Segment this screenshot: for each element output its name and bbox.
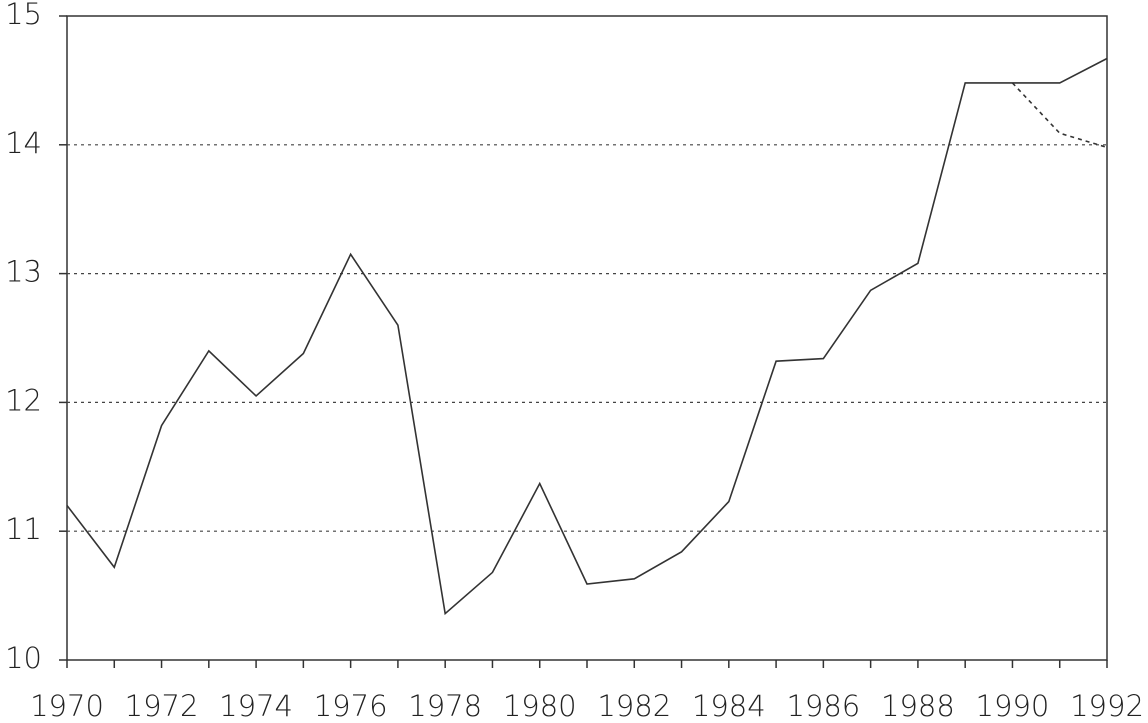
series-line	[66, 57, 1108, 616]
x-tick-label: 1974	[219, 689, 293, 723]
x-tick-label: 1972	[125, 689, 199, 723]
x-tick-label: 1986	[786, 689, 860, 723]
x-tick-label: 1984	[692, 689, 766, 723]
x-tick-label: 1970	[30, 689, 104, 723]
series-line	[1011, 82, 1108, 149]
x-tick-label: 1978	[408, 689, 482, 723]
y-tick-label: 15	[5, 0, 42, 31]
x-tick-label: 1976	[314, 689, 388, 723]
y-tick-label: 11	[5, 512, 42, 546]
x-tick-label: 1992	[1070, 689, 1144, 723]
y-tick-label: 14	[5, 126, 42, 160]
y-tick-label: 12	[5, 383, 42, 417]
x-tick-label: 1982	[597, 689, 671, 723]
x-tick-label: 1988	[881, 689, 955, 723]
y-tick-label: 10	[5, 641, 42, 675]
x-tick-label: 1980	[503, 689, 577, 723]
y-tick-label: 13	[5, 255, 42, 289]
plot-frame	[66, 15, 1108, 661]
x-tick-label: 1990	[976, 689, 1050, 723]
